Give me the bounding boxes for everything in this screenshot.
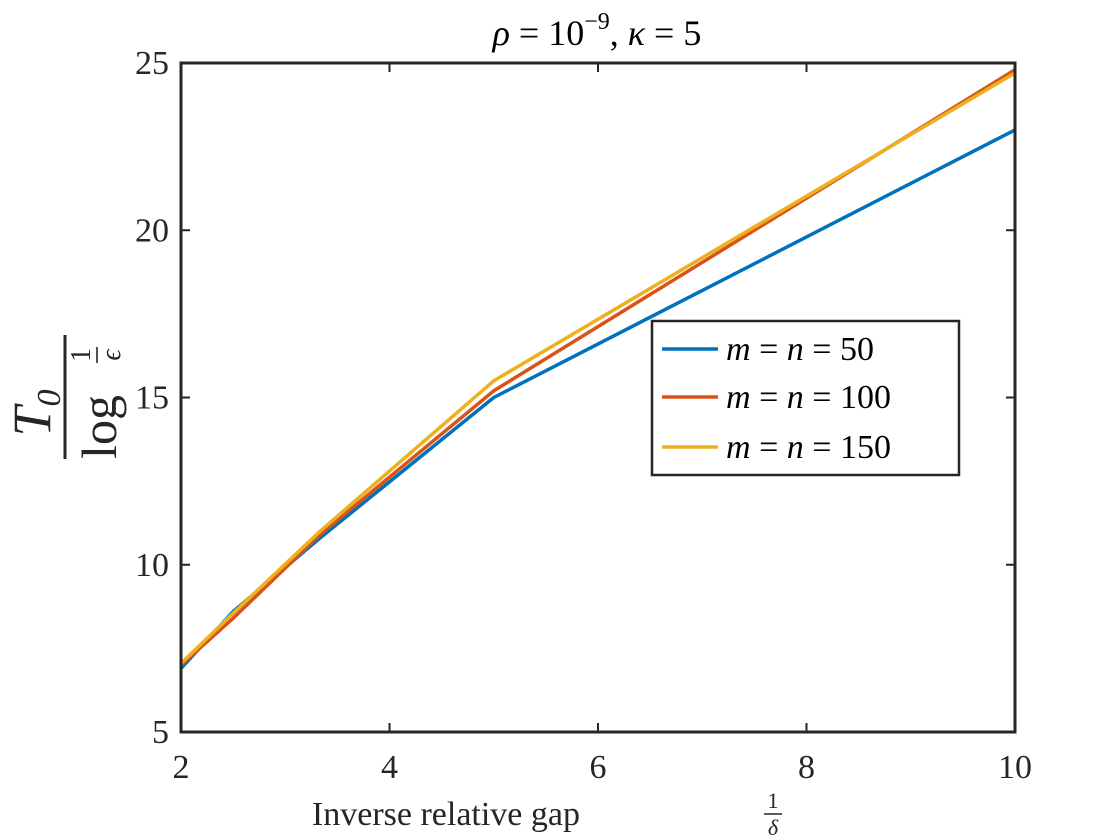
legend-label-3: m = n = 150 (726, 429, 891, 466)
x-axis-label-fraction-num: 1 (768, 788, 779, 813)
legend-item-1: m = n = 50 (662, 331, 874, 368)
series-line-2 (179, 68, 1016, 667)
series-line-3 (179, 71, 1016, 665)
x-tick-label-4: 10 (998, 749, 1032, 786)
x-tick-label-0: 2 (173, 749, 190, 786)
y-tick-labels: 5 10 15 20 25 (135, 45, 169, 751)
y-tick-label-3: 20 (135, 212, 169, 249)
legend-label-2: m = n = 100 (726, 379, 891, 416)
x-axis-label-text: Inverse relative gap (312, 796, 580, 833)
y-tick-label-2: 15 (135, 380, 169, 417)
y-tick-label-1: 10 (135, 547, 169, 584)
chart-title: ρ = 10−9, κ = 5 (492, 9, 702, 53)
x-axis-label: Inverse relative gap 1 δ (312, 788, 782, 840)
y-axis-label: T0 log 1 ϵ (2, 335, 127, 459)
y-axis-label-log: log (71, 395, 127, 459)
series-layer (179, 68, 1016, 670)
y-tick-label-0: 5 (152, 714, 169, 751)
legend-item-2: m = n = 100 (662, 379, 891, 416)
y-axis-label-inner-num: 1 (66, 348, 97, 362)
x-axis-label-fraction-den: δ (768, 815, 779, 840)
x-tick-label-2: 6 (590, 749, 607, 786)
y-tick-label-4: 25 (135, 45, 169, 82)
y-axis-label-numerator: T0 (2, 389, 68, 436)
legend: m = n = 50 m = n = 100 m = n = 150 (650, 319, 961, 477)
x-tick-label-1: 4 (381, 749, 398, 786)
x-tick-label-3: 8 (798, 749, 815, 786)
axes-layer (179, 61, 1017, 734)
x-tick-labels: 2 4 6 8 10 (173, 749, 1033, 786)
y-axis-label-inner-den: ϵ (96, 348, 127, 361)
legend-label-1: m = n = 50 (726, 331, 874, 368)
legend-item-3: m = n = 150 (662, 429, 891, 466)
